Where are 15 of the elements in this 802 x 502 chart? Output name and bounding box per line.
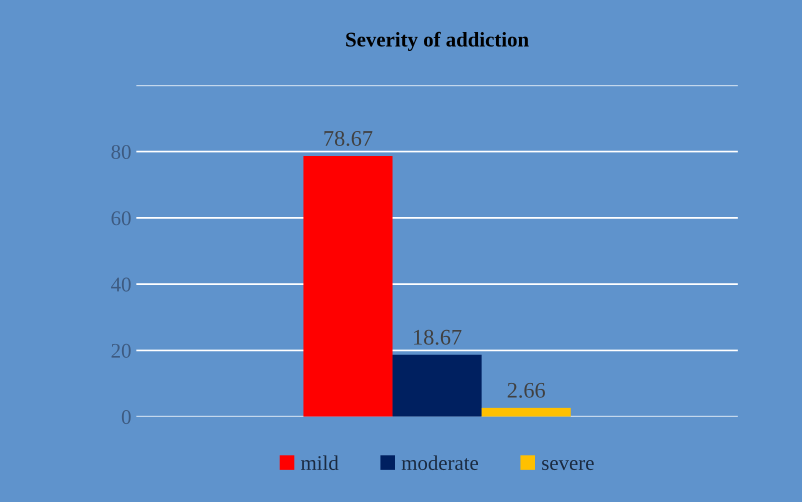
chart-title: Severity of addiction xyxy=(346,32,529,51)
legend-label: severe xyxy=(542,460,594,470)
legend-label: moderate xyxy=(402,455,478,470)
data-label: 18.67 xyxy=(414,330,462,345)
y-tick-label: 80 xyxy=(111,144,131,160)
y-tick-label: 60 xyxy=(112,211,131,226)
bar xyxy=(303,156,393,417)
data-label: 2.66 xyxy=(508,382,545,398)
y-tick-label: 0 xyxy=(122,410,131,424)
y-tick-label: 40 xyxy=(111,278,131,292)
bar xyxy=(392,354,482,417)
bar xyxy=(482,408,571,417)
y-tick-label: 20 xyxy=(112,344,131,358)
legend-label: mild xyxy=(300,455,338,470)
data-label: 78.67 xyxy=(324,130,372,146)
